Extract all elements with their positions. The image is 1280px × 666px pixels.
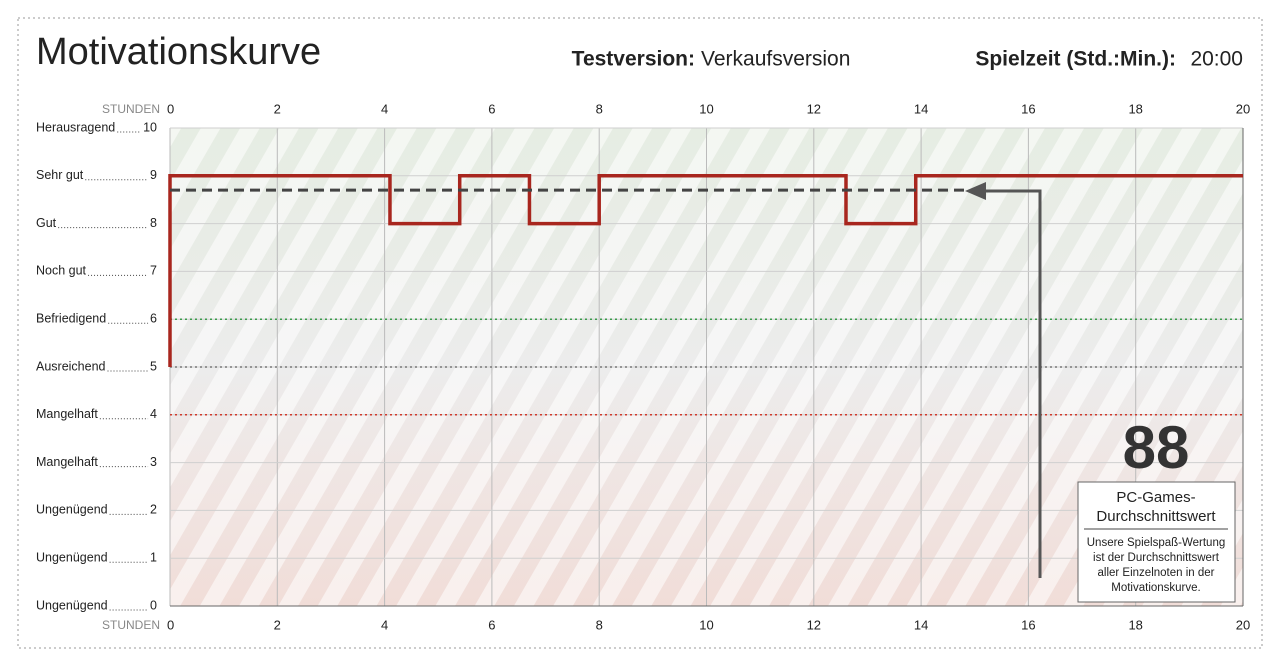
- annotation-text: aller Einzelnoten in der: [1098, 567, 1215, 579]
- x-tick-label: 10: [699, 101, 713, 116]
- annotation-box: [1077, 481, 1236, 603]
- annotation-text: Unsere Spielspaß-Wertung: [1087, 537, 1226, 549]
- x-tick-label: 12: [807, 617, 821, 632]
- y-tick-value: 9: [150, 168, 157, 182]
- chart-title: Motivationskurve: [36, 31, 321, 73]
- x-tick-label: 12: [807, 101, 821, 116]
- y-tick-label: Ausreichend: [36, 359, 106, 373]
- x-tick-label: 0: [167, 617, 174, 632]
- test-value: Verkaufsversion: [701, 48, 850, 71]
- x-tick-label: 20: [1236, 101, 1250, 116]
- plot: 0022446688101012121414161618182020Heraus…: [36, 101, 1250, 632]
- y-tick-value: 1: [150, 550, 157, 564]
- y-tick-label: Mangelhaft: [36, 455, 98, 469]
- y-tick-value: 8: [150, 216, 157, 230]
- frame: [17, 17, 1263, 649]
- x-tick-label: 18: [1128, 101, 1142, 116]
- y-tick-value: 2: [150, 503, 157, 517]
- y-tick-label: Ungenügend: [36, 550, 108, 564]
- x-tick-label: 6: [488, 617, 495, 632]
- y-tick-value: 5: [150, 359, 157, 373]
- x-tick-label: 10: [699, 617, 713, 632]
- x-axis-label: STUNDEN: [102, 102, 160, 116]
- annotation-text: Motivationskurve.: [1111, 582, 1200, 594]
- x-tick-label: 18: [1128, 617, 1142, 632]
- x-tick-label: 8: [596, 617, 603, 632]
- test-label: Testversion:: [572, 48, 695, 71]
- x-tick-label: 14: [914, 617, 928, 632]
- annotation-heading: PC-Games-: [1116, 489, 1195, 506]
- y-tick-value: 7: [150, 264, 157, 278]
- x-tick-label: 20: [1236, 617, 1250, 632]
- y-tick-label: Gut: [36, 216, 57, 230]
- time-value: 20:00: [1190, 48, 1243, 71]
- x-tick-label: 2: [274, 617, 281, 632]
- y-tick-label: Ungenügend: [36, 598, 108, 612]
- x-tick-label: 2: [274, 101, 281, 116]
- x-tick-label: 6: [488, 101, 495, 116]
- annotation-arrow: [985, 189, 1042, 578]
- y-tick-label: Befriedigend: [36, 311, 106, 325]
- y-tick-value: 6: [150, 311, 157, 325]
- x-tick-label: 4: [381, 617, 388, 632]
- x-tick-label: 16: [1021, 101, 1035, 116]
- arrow-head: [965, 182, 986, 200]
- x-tick-label: 16: [1021, 617, 1035, 632]
- annotation-text: ist der Durchschnittswert: [1093, 552, 1220, 564]
- y-tick-label: Sehr gut: [36, 168, 84, 182]
- annotation-heading: Durchschnittswert: [1096, 508, 1216, 525]
- y-tick-label: Ungenügend: [36, 503, 108, 517]
- x-tick-label: 4: [381, 101, 388, 116]
- x-axis-label: STUNDEN: [102, 618, 160, 632]
- series-line: [168, 174, 1243, 367]
- y-tick-label: Noch gut: [36, 264, 87, 278]
- y-tick-value: 3: [150, 455, 157, 469]
- y-tick-value: 10: [143, 120, 157, 134]
- y-tick-label: Mangelhaft: [36, 407, 98, 421]
- x-tick-label: 8: [596, 101, 603, 116]
- y-tick-value: 0: [150, 598, 157, 612]
- y-tick-label: Herausragend: [36, 120, 115, 134]
- time-label: Spielzeit (Std.:Min.):: [975, 48, 1176, 71]
- x-tick-label: 14: [914, 101, 928, 116]
- score: 88: [1123, 414, 1190, 481]
- x-tick-label: 0: [167, 101, 174, 116]
- y-tick-value: 4: [150, 407, 157, 421]
